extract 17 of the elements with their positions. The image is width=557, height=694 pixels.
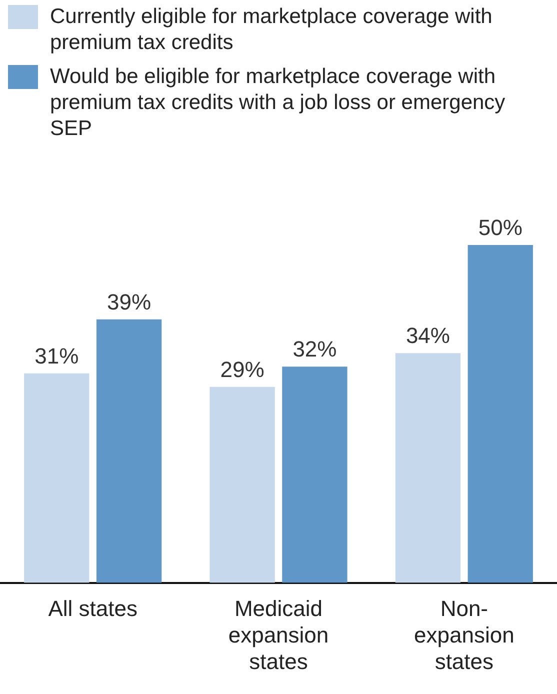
bar bbox=[96, 319, 162, 583]
data-label: 32% bbox=[292, 336, 337, 362]
legend-label: Would be eligible for marketplace coverage with premium tax credits with a job loss or emergency SEP bbox=[50, 64, 506, 142]
data-label: 39% bbox=[107, 289, 152, 314]
data-label: 34% bbox=[406, 323, 450, 348]
data-label: 29% bbox=[220, 356, 264, 382]
bar bbox=[468, 245, 533, 583]
x-tick-label: Medicaid expansion states bbox=[228, 596, 329, 674]
data-label: 31% bbox=[34, 343, 79, 368]
data-label: 50% bbox=[478, 215, 522, 240]
bar bbox=[395, 353, 461, 583]
bar bbox=[210, 386, 275, 583]
x-tick-label: Non-expansion states bbox=[414, 596, 514, 674]
bar bbox=[282, 366, 348, 583]
legend-label: Currently eligible for marketplace coverage with premium tax credits bbox=[50, 4, 494, 56]
x-tick-label: All states bbox=[48, 596, 138, 622]
bar bbox=[24, 373, 90, 583]
